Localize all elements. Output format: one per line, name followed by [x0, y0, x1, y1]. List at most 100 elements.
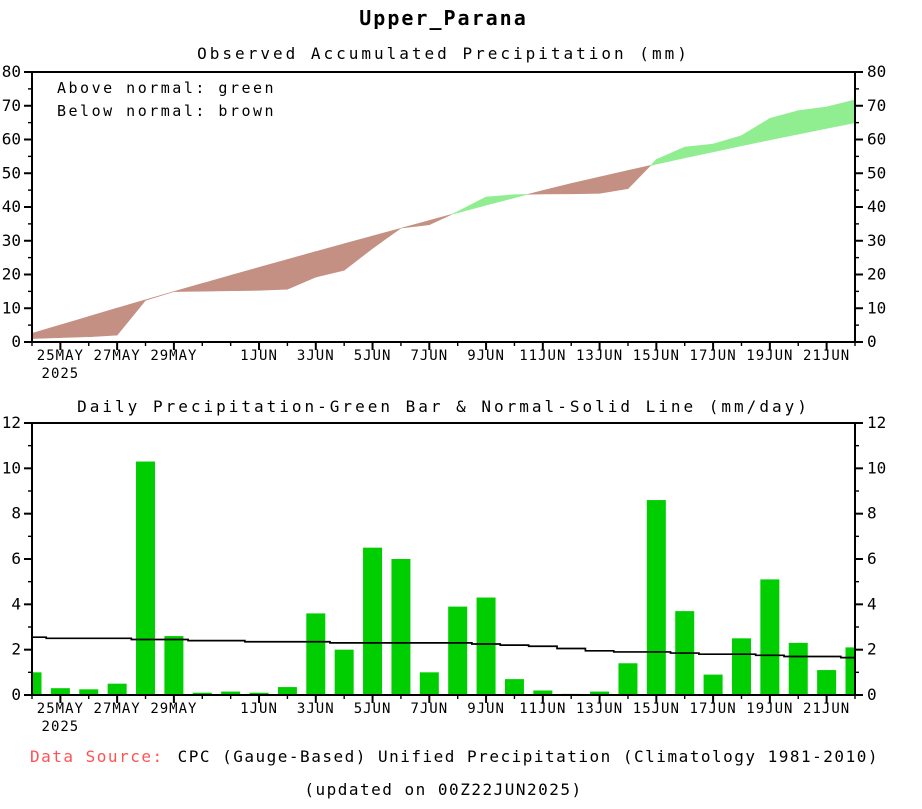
accum-band-segment	[145, 291, 174, 301]
accum-band-segment	[514, 194, 528, 199]
daily-bar	[79, 689, 99, 695]
daily-chart	[31, 461, 855, 695]
y-tick-label-left: 80	[2, 62, 21, 81]
daily-bar	[164, 636, 184, 695]
data-source-label: Data Source:	[30, 747, 164, 766]
y-tick-label-left: 60	[2, 130, 21, 149]
y-tick-label-left: 10	[2, 458, 21, 477]
y-tick-label-right: 20	[867, 265, 886, 284]
y-tick-label-left: 8	[11, 504, 21, 523]
accum-band-segment	[201, 274, 231, 292]
y-tick-label-right: 2	[867, 640, 877, 659]
accum-band-segment	[401, 220, 430, 229]
y-tick-label-right: 4	[867, 594, 877, 613]
x-tick-label: 15JUN	[633, 701, 680, 717]
axis-group: 25MAY 27MAY 29MAY 1JUN 3JUN 5JUN 7JUN 9JUN 11JUN…	[2, 62, 887, 382]
y-tick-label-left: 70	[2, 96, 21, 115]
daily-bar	[363, 547, 383, 695]
accum-band-segment	[60, 316, 90, 338]
x-tick-label: 15JUN	[633, 348, 680, 364]
y-tick-label-left: 0	[11, 332, 21, 351]
daily-bar	[448, 606, 468, 695]
x-tick-label: 27MAY	[94, 348, 141, 364]
x-tick-label: 11JUN	[519, 701, 566, 717]
y-tick-label-right: 6	[867, 549, 877, 568]
x-tick-label: 21JUN	[803, 701, 850, 717]
accum-band-segment	[741, 117, 771, 147]
accum-band-segment	[429, 214, 452, 226]
y-tick-label-left: 12	[2, 413, 21, 432]
y-tick-label-left: 0	[11, 685, 21, 704]
legend-above-normal: Above normal: green	[57, 79, 277, 97]
daily-bar	[221, 691, 241, 695]
daily-bar	[50, 688, 70, 695]
y-tick-label-right: 12	[867, 413, 886, 432]
accum-band-segment	[627, 164, 652, 190]
daily-bar	[618, 663, 638, 695]
footer-source-line: Data Source: CPC (Gauge-Based) Unified Pr…	[30, 747, 879, 766]
daily-bar	[391, 559, 411, 695]
x-tick-label: 9JUN	[467, 348, 505, 364]
x-tick-label: 1JUN	[240, 701, 278, 717]
daily-bar	[703, 674, 723, 695]
accum-band-segment	[287, 251, 317, 290]
accum-band-segment	[826, 99, 856, 129]
x-tick-label: 9JUN	[467, 701, 505, 717]
accumulated-chart-title: Observed Accumulated Precipitation (mm)	[197, 44, 690, 63]
x-tick-label: 5JUN	[354, 701, 392, 717]
daily-bar	[788, 642, 808, 695]
daily-bar	[419, 672, 439, 695]
daily-bar	[760, 579, 780, 695]
accum-band-segment	[599, 170, 629, 194]
x-tick-label: 19JUN	[746, 701, 793, 717]
x-tick-label: 19JUN	[746, 348, 793, 364]
accum-band-segment	[527, 190, 544, 195]
y-tick-label-right: 0	[867, 332, 877, 351]
accum-band-segment	[372, 228, 401, 249]
daily-bar	[533, 690, 553, 695]
accum-band-segment	[485, 194, 515, 206]
y-tick-label-right: 10	[867, 458, 886, 477]
daily-bar	[845, 647, 855, 695]
y-tick-label-left: 40	[2, 197, 21, 216]
y-tick-label-left: 20	[2, 265, 21, 284]
x-tick-label: 5JUN	[354, 348, 392, 364]
accum-band-segment	[451, 211, 458, 215]
x-tick-label: 13JUN	[576, 348, 623, 364]
x-tick-label: 25MAY	[37, 348, 84, 364]
accum-band-segment	[712, 135, 742, 153]
daily-bar	[817, 670, 837, 695]
accum-band-segment	[31, 324, 61, 339]
accum-band-segment	[656, 146, 686, 165]
footer-updated-line: (updated on 00Z22JUN2025)	[304, 780, 583, 799]
y-tick-label-right: 60	[867, 130, 886, 149]
y-tick-label-left: 30	[2, 231, 21, 250]
daily-bar	[31, 672, 42, 695]
accum-band-segment	[457, 196, 487, 214]
normal-line	[32, 636, 855, 659]
y-tick-label-right: 70	[867, 96, 886, 115]
x-tick-label: 3JUN	[297, 348, 335, 364]
y-tick-label-left: 6	[11, 549, 21, 568]
accum-band-segment	[116, 299, 146, 336]
x-tick-label: 7JUN	[410, 701, 448, 717]
accum-band-segment	[649, 158, 657, 166]
daily-bar	[277, 687, 297, 695]
page-title: Upper_Parana	[359, 6, 528, 30]
y-tick-label-right: 10	[867, 298, 886, 317]
accum-band-segment	[343, 235, 373, 271]
y-tick-label-left: 2	[11, 640, 21, 659]
accum-band-segment	[769, 110, 799, 141]
daily-bar	[306, 613, 326, 695]
accum-band-segment	[88, 307, 118, 338]
daily-bar	[192, 692, 212, 695]
x-tick-label: 17JUN	[690, 348, 737, 364]
x-axis-year-label: 2025	[42, 366, 80, 382]
accum-band-segment	[258, 259, 288, 291]
x-tick-label: 1JUN	[240, 348, 278, 364]
y-tick-label-left: 10	[2, 298, 21, 317]
daily-bar	[590, 691, 610, 695]
x-tick-label: 3JUN	[297, 701, 335, 717]
